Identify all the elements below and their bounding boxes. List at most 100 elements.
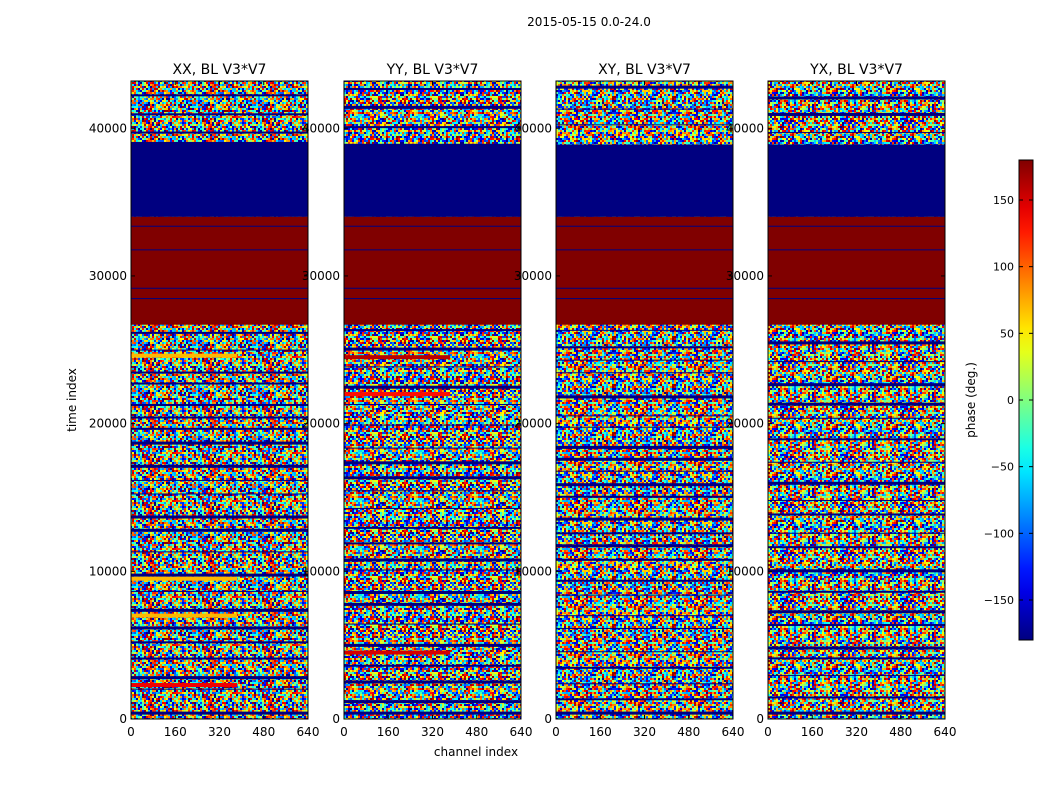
flagged-row — [556, 346, 733, 349]
x-tick-label: 480 — [677, 725, 700, 739]
flagged-row — [768, 610, 945, 614]
flagged-row — [768, 481, 945, 485]
flagged-row — [344, 664, 521, 667]
panel-3: XY, BL V3*V7 0 160 320 480 640 0 10000 20000 3000… — [514, 62, 745, 739]
panel-1: XX, BL V3*V7 0 160 320 480 640 0 10000 20000 3000… — [89, 62, 320, 739]
y-tick-label: 10000 — [514, 564, 552, 578]
flagged-row — [556, 483, 733, 487]
flagged-row — [556, 698, 733, 701]
flagged-block — [131, 216, 308, 325]
flagged-row — [768, 341, 945, 345]
flagged-row — [344, 526, 521, 529]
flagged-row — [768, 513, 945, 516]
flagged-row — [768, 569, 945, 573]
flagged-row — [556, 85, 733, 89]
flagged-row — [768, 674, 945, 676]
flagged-row — [556, 627, 733, 629]
flagged-row — [131, 711, 308, 715]
panel-4: YX, BL V3*V7 0 160 320 480 640 0 10000 20000 3000… — [726, 62, 957, 739]
flagged-row — [344, 447, 521, 449]
flagged-row — [556, 532, 733, 535]
block-line — [131, 225, 308, 227]
y-tick-label: 30000 — [726, 269, 764, 283]
flagged-row — [556, 329, 733, 331]
x-tick-label: 480 — [252, 725, 275, 739]
flagged-row — [344, 700, 521, 704]
bright-row — [344, 392, 451, 397]
flagged-row — [768, 438, 945, 441]
block-line — [768, 225, 945, 227]
flagged-row — [768, 499, 945, 501]
x-tick-label: 160 — [377, 725, 400, 739]
x-tick-label: 0 — [127, 725, 135, 739]
block-line — [131, 298, 308, 300]
y-tick-label: 30000 — [302, 269, 340, 283]
flagged-row — [344, 105, 521, 109]
y-tick-label: 20000 — [514, 417, 552, 431]
y-tick-label: 10000 — [89, 564, 127, 578]
panel-title: YY, BL V3*V7 — [386, 62, 479, 78]
y-tick-label: 0 — [756, 712, 764, 726]
flagged-row — [556, 683, 733, 685]
flagged-row — [556, 359, 733, 361]
colorbar: 150 100 50 0 −50 −100 −150 — [984, 159, 1034, 641]
x-tick-label: 480 — [465, 725, 488, 739]
flagged-row — [131, 657, 308, 660]
colorbar-tick-label: 100 — [993, 261, 1014, 274]
flagged-row — [131, 403, 308, 406]
flagged-row — [131, 641, 308, 644]
x-tick-label: 640 — [297, 725, 320, 739]
y-tick-label: 40000 — [726, 121, 764, 135]
block-line — [344, 287, 521, 289]
flagged-row — [131, 573, 308, 577]
block-line — [344, 298, 521, 300]
flagged-row — [768, 546, 945, 549]
colorbar-tick-label: 150 — [993, 194, 1014, 207]
y-tick-label: 40000 — [514, 121, 552, 135]
flagged-row — [131, 551, 308, 553]
flagged-row — [556, 395, 733, 399]
colorbar-tick-label: 50 — [1000, 327, 1014, 340]
flagged-row — [344, 461, 521, 465]
flagged-row — [344, 143, 521, 145]
flagged-row — [768, 657, 945, 660]
flagged-row — [768, 96, 945, 100]
flagged-row — [768, 112, 945, 116]
flagged-block — [131, 144, 308, 217]
flagged-row — [556, 615, 733, 617]
flagged-row — [556, 594, 733, 596]
flagged-row — [768, 402, 945, 406]
flagged-row — [344, 680, 521, 684]
flagged-row — [768, 624, 945, 627]
panels-group: XX, BL V3*V7 0 160 320 480 640 0 10000 20000 3000… — [89, 62, 957, 739]
bright-row — [131, 576, 238, 581]
colorbar-tick-label: −150 — [984, 594, 1014, 607]
flagged-row — [344, 476, 521, 480]
flagged-row — [344, 385, 521, 389]
y-tick-label: 40000 — [89, 121, 127, 135]
flagged-row — [131, 479, 308, 481]
flagged-row — [344, 87, 521, 90]
flagged-row — [344, 591, 521, 595]
flagged-row — [556, 579, 733, 582]
y-tick-label: 30000 — [89, 269, 127, 283]
y-tick-label: 20000 — [302, 417, 340, 431]
flagged-row — [131, 590, 308, 592]
colorbar-tick-label: −100 — [984, 527, 1014, 540]
flagged-block — [556, 144, 733, 217]
flagged-row — [344, 490, 521, 492]
flagged-row — [556, 711, 733, 715]
flagged-row — [131, 141, 308, 145]
block-line — [556, 298, 733, 300]
flagged-row — [344, 329, 521, 332]
block-line — [556, 287, 733, 289]
flagged-row — [131, 493, 308, 495]
flagged-row — [344, 558, 521, 562]
x-tick-label: 160 — [164, 725, 187, 739]
panel-title: XX, BL V3*V7 — [173, 62, 267, 78]
x-axis-label: channel index — [434, 745, 518, 759]
colorbar-tick-label: −50 — [991, 461, 1014, 474]
flagged-row — [131, 349, 308, 351]
bright-row — [344, 355, 451, 360]
